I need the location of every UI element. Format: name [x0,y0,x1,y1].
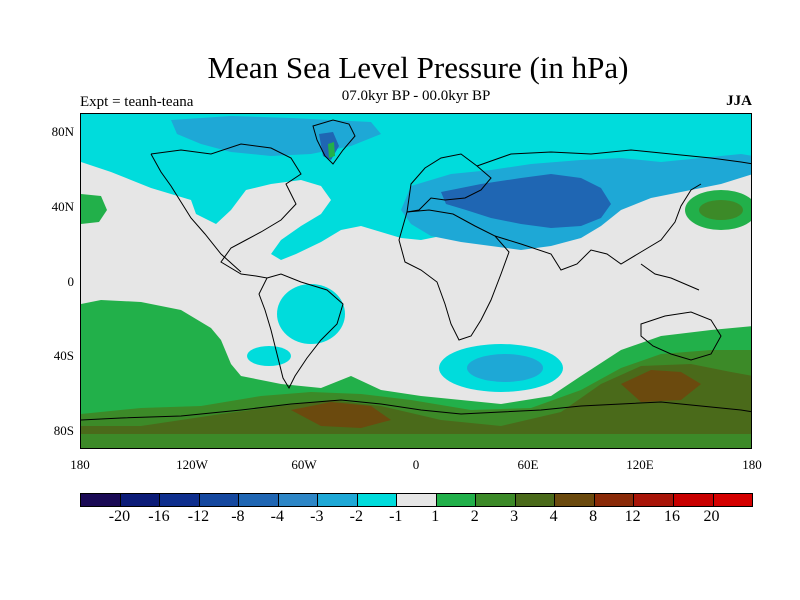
chart-title: Mean Sea Level Pressure (in hPa) [207,50,629,85]
colorbar-label: 4 [549,508,558,525]
lat-label-80n: 80N [51,124,74,139]
colorbar-swatch-14 [634,494,674,506]
coastline-north-america-west [150,153,242,273]
colorbar-swatch-5 [278,494,319,506]
coastline-south-america [258,273,344,390]
coastline-greenland [312,119,356,165]
coastline-north-america [150,143,302,279]
colorbar-swatch-3 [199,494,240,506]
colorbar-label: 20 [703,508,720,525]
colorbar-label: -3 [310,508,324,525]
coastline-asia [476,149,751,167]
coastline-antarctica [81,399,751,421]
coastlines [81,119,751,421]
lon-label-120e: 120E [626,457,654,472]
colorbar-label: -2 [349,508,363,525]
colorbar-swatch-16 [713,494,753,506]
lat-label-40n: 40N [51,199,74,214]
colorbar-swatch-1 [120,494,161,506]
map-panel [80,113,752,449]
colorbar-label: 2 [470,508,479,525]
colorbar-swatch-10 [476,494,516,506]
colorbar-label: -1 [389,508,403,525]
lat-label-40s: 40S [53,348,74,363]
experiment-label: Expt = teanh-teana [80,94,194,110]
lat-label-80s: 80S [53,423,74,438]
southern-brown-region [291,402,391,428]
lon-label-180e: 180 [742,457,762,472]
colorbar-label: 1 [431,508,440,525]
south-atlantic-blue-region [467,354,543,382]
colorbar-swatch-6 [318,494,358,506]
chart-subtitle: 07.0kyr BP - 00.0kyr BP [341,88,491,104]
colorbar-label: -4 [270,508,284,525]
map-svg [81,114,751,448]
coastline-europe [406,153,492,213]
lon-label-120w: 120W [176,457,208,472]
colorbar-swatch-11 [515,494,556,506]
colorbar-swatch-2 [160,494,200,506]
colorbar-swatch-0 [81,494,121,506]
colorbar-label: 12 [624,508,641,525]
colorbar-label: 16 [664,508,681,525]
south-america-cyan-region [277,284,345,344]
lon-label-60e: 60E [517,457,539,472]
colorbar-swatch-9 [436,494,477,506]
south-pacific-cyan-blob [247,346,291,366]
colorbar-label: -12 [187,508,210,525]
north-pacific-west-green [81,194,107,224]
colorbar [80,493,753,507]
colorbar-label: -20 [108,508,131,525]
north-pacific-east-darkgreen [699,200,743,220]
lon-label-60w: 60W [291,457,317,472]
lon-label-180w: 180 [70,457,90,472]
colorbar-swatch-4 [239,494,279,506]
greenland-green-region [328,142,335,158]
southern-olive-belt [81,364,751,434]
lat-label-eq: 0 [67,274,75,289]
colorbar-label: -8 [231,508,245,525]
colorbar-label: -16 [148,508,170,525]
lon-label-0: 0 [412,457,420,472]
coastline-australia [640,311,722,361]
colorbar-swatch-13 [594,494,635,506]
colorbar-swatch-8 [397,494,437,506]
colorbar-label: 8 [589,508,598,525]
season-label: JJA [726,93,752,109]
colorbar-label: 3 [510,508,519,525]
colorbar-swatch-12 [555,494,595,506]
coastline-asia-south [494,183,702,271]
indian-brown-region [621,370,701,402]
coastline-southeast-asia [640,263,700,291]
colorbar-swatch-15 [673,494,714,506]
coastline-africa [398,209,510,341]
colorbar-swatch-7 [357,494,398,506]
